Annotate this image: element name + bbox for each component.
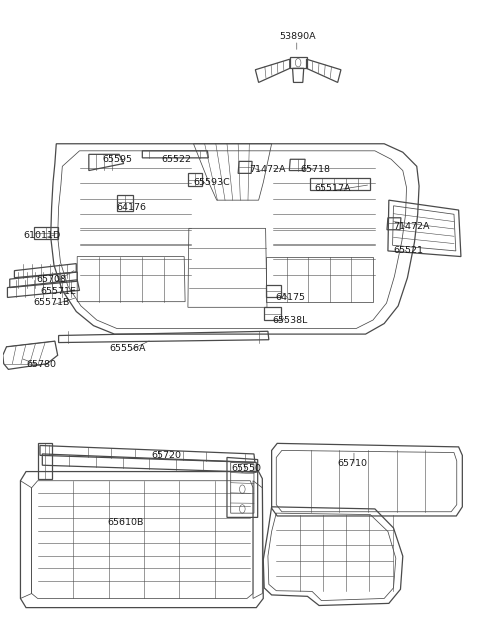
- Text: 65710: 65710: [337, 459, 368, 468]
- Text: 65780: 65780: [26, 360, 56, 369]
- Text: 65718: 65718: [300, 164, 330, 173]
- Text: 65708: 65708: [36, 275, 66, 284]
- Text: 71472A: 71472A: [394, 221, 430, 231]
- Text: 64175: 64175: [275, 293, 305, 302]
- Text: 65522: 65522: [161, 155, 191, 164]
- Text: 65556A: 65556A: [110, 344, 146, 353]
- Text: 65550: 65550: [232, 463, 262, 472]
- Text: 65571E: 65571E: [40, 287, 76, 296]
- Text: 65610B: 65610B: [108, 518, 144, 527]
- Text: 65593C: 65593C: [193, 178, 230, 187]
- Text: 53890A: 53890A: [279, 32, 316, 41]
- Text: 65538L: 65538L: [273, 316, 308, 325]
- Text: 65595: 65595: [103, 155, 133, 164]
- Text: 61011D: 61011D: [24, 231, 61, 240]
- Text: 64176: 64176: [117, 203, 147, 212]
- Text: 65720: 65720: [152, 451, 181, 460]
- Text: 71472A: 71472A: [249, 164, 286, 173]
- Text: 65571B: 65571B: [33, 298, 70, 307]
- Text: 65521: 65521: [394, 246, 423, 255]
- Text: 65517A: 65517A: [314, 184, 351, 193]
